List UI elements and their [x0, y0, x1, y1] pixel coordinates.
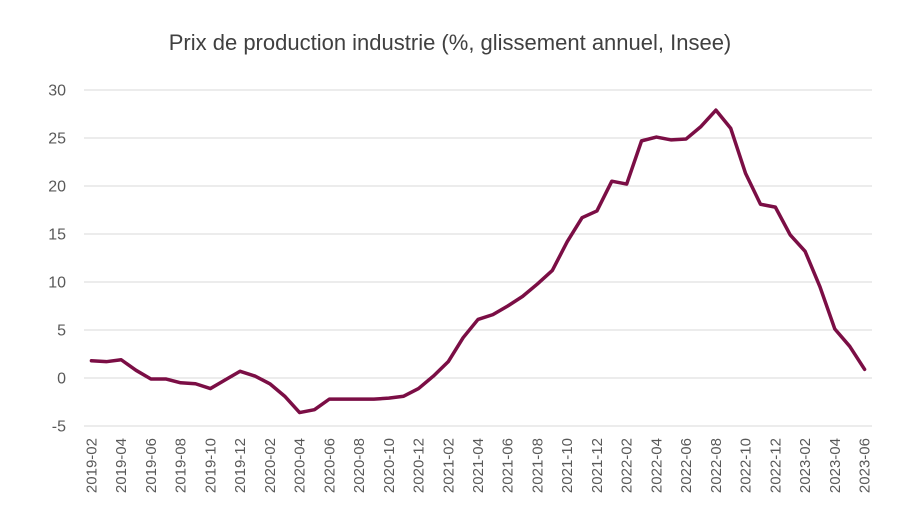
y-tick-label: 25: [48, 131, 66, 148]
x-tick-label: 2019-10: [202, 438, 219, 493]
x-tick-label: 2022-12: [767, 438, 784, 493]
x-tick-label: 2019-08: [173, 438, 190, 493]
chart-title: Prix de production industrie (%, glissem…: [168, 30, 732, 55]
x-tick-label: 2020-08: [351, 438, 368, 493]
x-tick-label: 2021-12: [589, 438, 606, 493]
y-tick-label: 20: [48, 179, 66, 196]
x-tick-label: 2020-04: [292, 438, 309, 493]
x-tick-label: 2022-02: [619, 438, 636, 493]
y-tick-label: 30: [48, 83, 66, 100]
x-tick-label: 2021-04: [470, 438, 487, 493]
y-tick-label: 10: [48, 275, 66, 292]
x-tick-label: 2021-02: [440, 438, 457, 493]
gridlines: [84, 89, 872, 427]
y-tick-label: 15: [48, 227, 66, 244]
x-tick-label: 2023-02: [797, 438, 814, 493]
x-tick-label: 2022-08: [708, 438, 725, 493]
y-tick-label: -5: [52, 419, 66, 436]
x-tick-label: 2020-12: [411, 438, 428, 493]
y-axis-tick-labels: 30 25 20 15 10 5 0 -5: [48, 83, 66, 436]
x-tick-label: 2019-12: [232, 438, 249, 493]
series-line: [89, 108, 867, 415]
x-tick-label: 2021-06: [500, 438, 517, 493]
x-axis-tick-labels: 2019-02 2019-04 2019-06 2019-08 2019-10 2019-…: [83, 438, 873, 493]
x-tick-label: 2019-04: [113, 438, 130, 493]
y-tick-label: 5: [57, 323, 66, 340]
x-tick-label: 2019-02: [83, 438, 100, 493]
x-tick-label: 2023-06: [857, 438, 874, 493]
x-tick-label: 2020-06: [321, 438, 338, 493]
x-tick-label: 2023-04: [827, 438, 844, 493]
x-tick-label: 2022-10: [738, 438, 755, 493]
x-tick-label: 2020-10: [381, 438, 398, 493]
x-tick-label: 2021-10: [559, 438, 576, 493]
x-tick-label: 2022-06: [678, 438, 695, 493]
x-tick-label: 2020-02: [262, 438, 279, 493]
x-tick-label: 2019-06: [143, 438, 160, 493]
series-layer: [89, 108, 867, 415]
y-tick-label: 0: [57, 371, 66, 388]
x-tick-label: 2022-04: [648, 438, 665, 493]
x-tick-label: 2021-08: [529, 438, 546, 493]
